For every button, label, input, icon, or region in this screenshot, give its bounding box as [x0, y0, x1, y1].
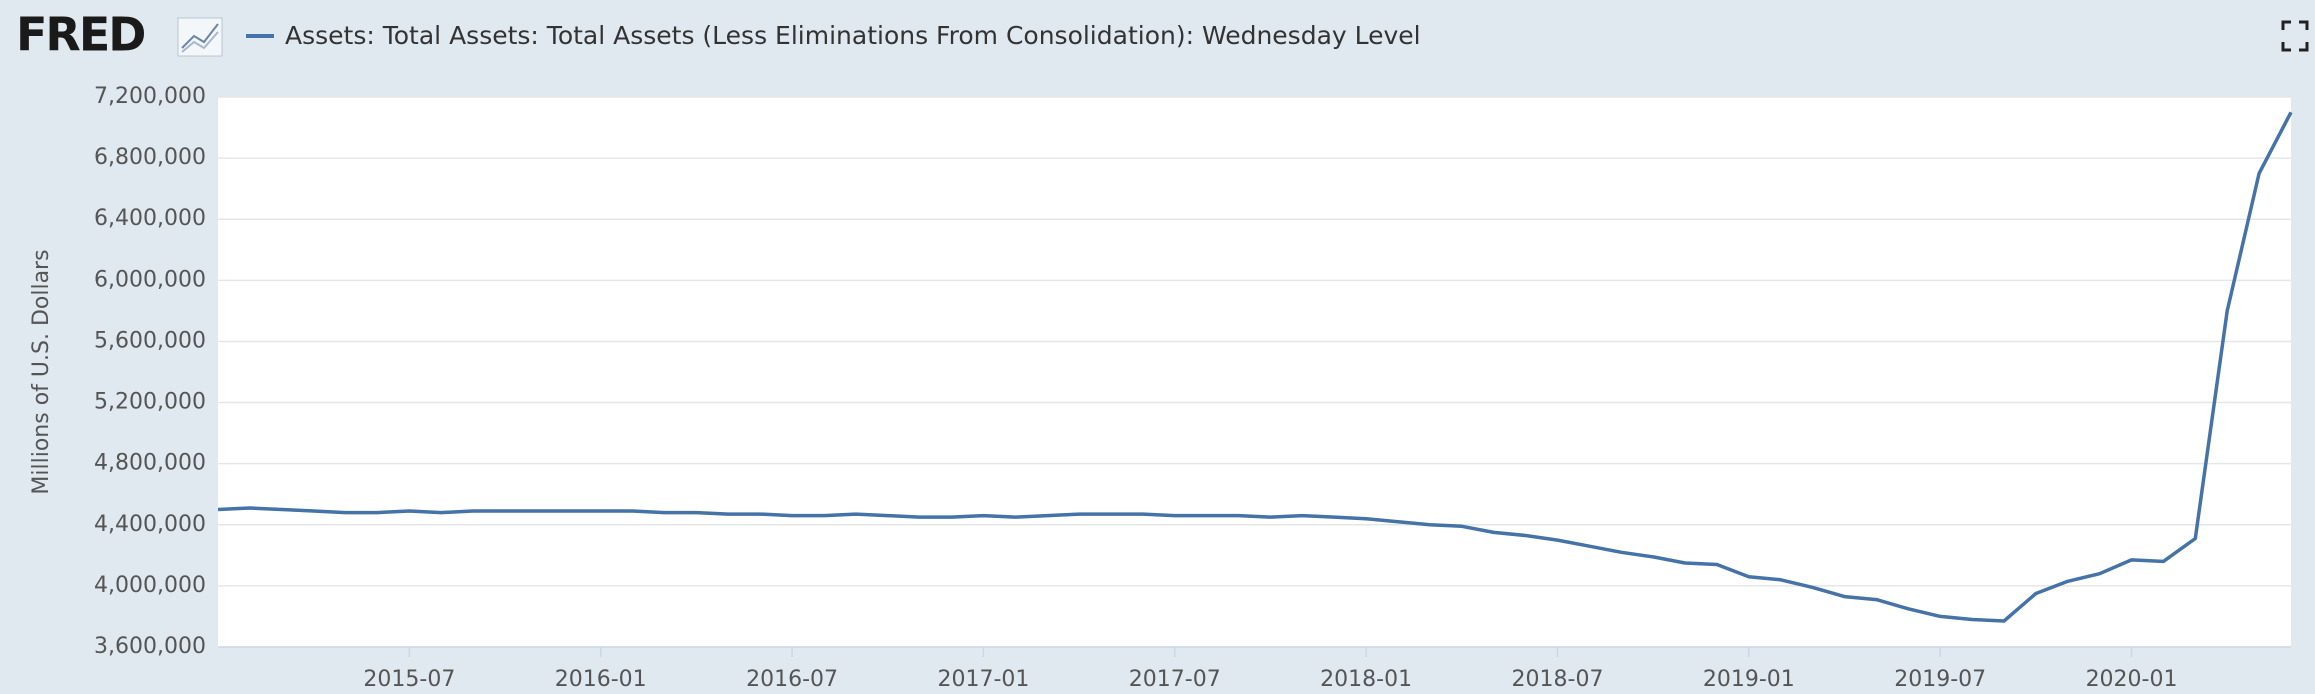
plot-area [218, 97, 2291, 647]
logo-icon [177, 17, 223, 57]
data-line [217, 111, 2293, 623]
x-tick-label: 2016-07 [746, 667, 838, 692]
y-tick-label: 5,200,000 [94, 390, 206, 415]
y-tick-label: 5,600,000 [94, 328, 206, 353]
fullscreen-icon[interactable] [2281, 20, 2309, 52]
x-tick-label: 2017-01 [937, 667, 1029, 692]
y-axis-label: Millions of U.S. Dollars [29, 249, 54, 494]
x-tick-label: 2018-07 [1512, 667, 1604, 692]
x-tick-label: 2019-01 [1703, 667, 1795, 692]
x-tick-label: 2016-01 [555, 667, 647, 692]
y-tick-label: 3,600,000 [94, 634, 206, 659]
x-tick-label: 2017-07 [1129, 667, 1221, 692]
y-tick-label: 6,000,000 [94, 267, 206, 292]
logo: FRED [16, 8, 144, 62]
y-tick-label: 4,000,000 [94, 573, 206, 598]
x-tick-label: 2019-07 [1894, 667, 1986, 692]
y-tick-label: 6,800,000 [94, 145, 206, 170]
y-tick-label: 4,400,000 [94, 512, 206, 537]
y-tick-label: 7,200,000 [94, 84, 206, 109]
x-tick-label: 2015-07 [363, 667, 455, 692]
x-tick-label: 2020-01 [2086, 667, 2178, 692]
y-tick-label: 4,800,000 [94, 451, 206, 476]
y-tick-label: 6,400,000 [94, 206, 206, 231]
chart-title: Assets: Total Assets: Total Assets (Less… [285, 21, 1421, 50]
x-tick-label: 2018-01 [1320, 667, 1412, 692]
